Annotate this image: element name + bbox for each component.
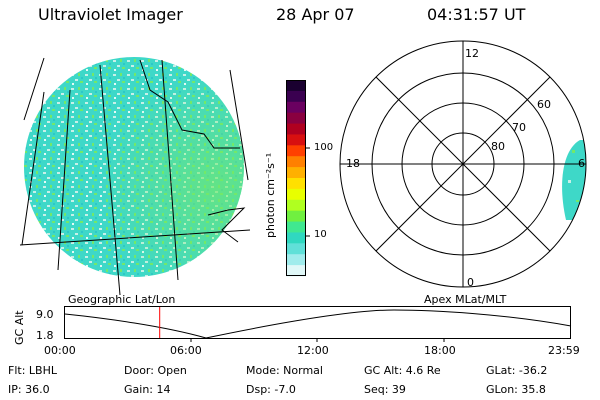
polar-plot	[339, 40, 587, 288]
time-label: 04:31:57 UT	[427, 5, 526, 24]
info-dsp: Dsp: -7.0	[246, 383, 296, 396]
info-mode: Mode: Normal	[246, 364, 323, 377]
date-label: 28 Apr 07	[276, 5, 355, 24]
timeline-xtick-0000: 00:00	[44, 344, 76, 357]
colorbar-stripe	[286, 178, 306, 190]
timeline-ytick-max: 9.0	[36, 308, 54, 321]
colorbar-stripe	[286, 123, 306, 135]
info-glon: GLon: 35.8	[486, 383, 546, 396]
colorbar-stripe	[286, 254, 306, 266]
mlt-label-6: 6	[578, 157, 585, 170]
colorbar-stripe	[286, 188, 306, 201]
colorbar-unit-label: photon cm⁻²s⁻¹	[264, 152, 277, 238]
colorbar-stripe	[286, 145, 306, 157]
colorbar-stripe	[286, 243, 306, 255]
mlt-label-0: 0	[467, 276, 474, 289]
colorbar-tick-100: 100	[314, 142, 334, 153]
colorbar-stripe	[286, 199, 306, 212]
info-glat: GLat: -36.2	[486, 364, 548, 377]
timeline-ytick-min: 1.8	[36, 329, 54, 342]
altitude-timeline	[64, 306, 572, 342]
timeline-xtick-0600: 06:00	[170, 344, 202, 357]
app-title: Ultraviolet Imager	[38, 5, 183, 24]
info-gain: Gain: 14	[124, 383, 171, 396]
altitude-curve	[64, 309, 572, 339]
info-filter: Flt: LBHL	[8, 364, 57, 377]
mlt-label-12: 12	[465, 47, 479, 60]
polar-caption: Apex MLat/MLT	[424, 293, 507, 306]
colorbar-stripe	[286, 221, 306, 233]
colorbar	[286, 80, 306, 277]
timeline-xtick-2359: 23:59	[548, 344, 580, 357]
timeline-xtick-1800: 18:00	[424, 344, 456, 357]
mlt-label-18: 18	[346, 157, 360, 170]
info-gc-alt: GC Alt: 4.6 Re	[364, 364, 441, 377]
colorbar-stripe	[286, 134, 306, 146]
colorbar-stripe	[286, 210, 306, 223]
mlat-label-60: 60	[537, 98, 551, 111]
colorbar-stripe	[286, 80, 306, 92]
colorbar-ticks	[306, 147, 310, 237]
info-door: Door: Open	[124, 364, 187, 377]
colorbar-stripe	[286, 232, 306, 244]
mlat-label-80: 80	[491, 140, 505, 153]
colorbar-stripe	[286, 167, 306, 179]
lat-lon-grid	[19, 57, 251, 296]
mlat-label-70: 70	[512, 121, 526, 134]
colorbar-stripe	[286, 101, 306, 114]
timeline-frame	[64, 306, 571, 339]
left-map-caption: Geographic Lat/Lon	[68, 293, 176, 306]
colorbar-stripe	[286, 90, 306, 103]
colorbar-tick-10: 10	[314, 229, 327, 240]
colorbar-stripe	[286, 265, 306, 277]
colorbar-stripe	[286, 112, 306, 125]
timeline-xtick-1200: 12:00	[297, 344, 329, 357]
info-ip: IP: 36.0	[8, 383, 50, 396]
geographic-image	[19, 57, 251, 296]
colorbar-stripe	[286, 156, 306, 168]
polar-aurora-patch	[562, 140, 586, 220]
timeline-ylabel: GC Alt	[13, 310, 26, 345]
info-seq: Seq: 39	[364, 383, 406, 396]
